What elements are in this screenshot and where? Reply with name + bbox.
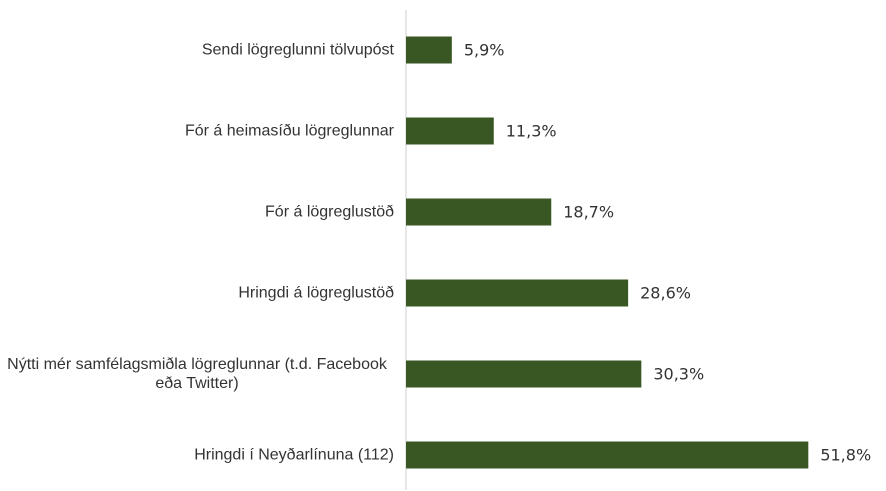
category-label: Hringdi í Neyðarlínuna (112) [0, 446, 394, 465]
value-label: 5,9% [464, 41, 505, 60]
category-label: Fór á heimasíðu lögreglunnar [0, 122, 394, 141]
category-text: Nýtti mér samfélagsmiðla lögreglunnar (t… [7, 356, 387, 392]
value-label: 30,3% [653, 365, 704, 384]
category-label: Sendi lögreglunni tölvupóst [0, 41, 394, 60]
value-label: 18,7% [563, 203, 614, 222]
value-label: 28,6% [640, 284, 691, 303]
value-label: 11,3% [506, 122, 557, 141]
category-text: Fór á heimasíðu lögreglunnar [184, 122, 394, 140]
bar [406, 117, 494, 145]
category-label: Nýtti mér samfélagsmiðla lögreglunnar (t… [0, 355, 394, 393]
category-text: Fór á lögreglustöð [265, 203, 394, 221]
category-label: Fór á lögreglustöð [0, 203, 394, 222]
bar [406, 198, 552, 226]
bar [406, 441, 809, 469]
category-text: Hringdi á lögreglustöð [238, 284, 394, 302]
value-label: 51,8% [820, 446, 871, 465]
category-text: Hringdi í Neyðarlínuna (112) [194, 446, 394, 464]
category-text: Sendi lögreglunni tölvupóst [201, 41, 394, 59]
bar [406, 360, 642, 388]
category-label: Hringdi á lögreglustöð [0, 284, 394, 303]
bar [406, 279, 629, 307]
bar [406, 36, 452, 64]
